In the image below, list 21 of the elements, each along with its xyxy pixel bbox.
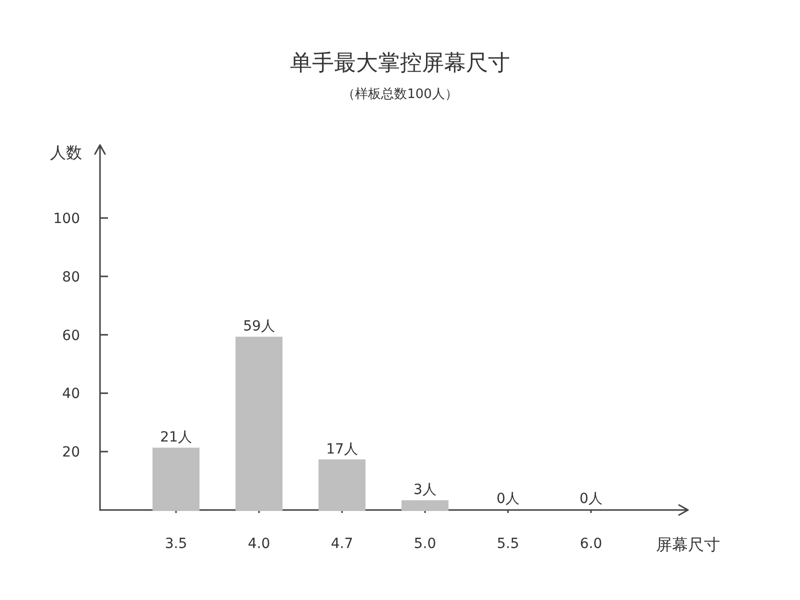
x-tick-label: 3.5	[164, 536, 188, 552]
data-label: 3人	[414, 482, 436, 498]
chart-title: 单手最大掌控屏幕尺寸	[290, 51, 510, 76]
y-tick-label: 20	[62, 444, 80, 461]
y-tick-label: 100	[53, 211, 80, 227]
x-tick-label: 5.0	[414, 536, 436, 552]
data-label: 0人	[496, 491, 520, 507]
y-tick-label: 60	[62, 328, 80, 344]
x-tick-label: 4.7	[330, 536, 354, 552]
x-tick-label: 6.0	[580, 536, 602, 552]
y-tick-label: 40	[62, 386, 80, 402]
data-label: 59人	[243, 318, 275, 335]
y-tick-label: 80	[62, 269, 80, 286]
data-label: 17人	[326, 441, 358, 458]
y-axis-title: 人数	[50, 143, 82, 162]
chart-subtitle: （样板总数100人）	[342, 87, 458, 102]
x-axis-title: 屏幕尺寸	[656, 535, 720, 554]
data-label: 21人	[160, 430, 192, 446]
x-tick-label: 4.0	[248, 536, 270, 552]
x-tick-label: 5.5	[496, 536, 520, 552]
data-label: 0人	[580, 491, 602, 507]
